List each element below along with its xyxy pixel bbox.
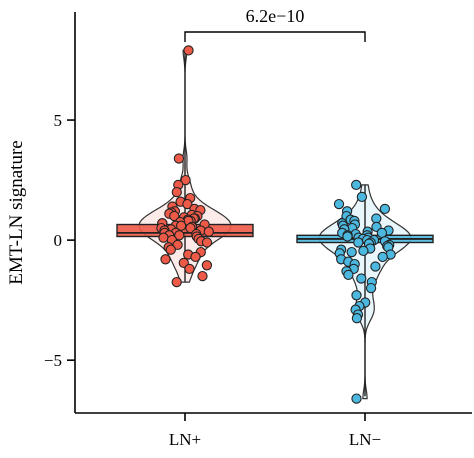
- x-tick-label: LN−: [349, 430, 381, 449]
- y-axis-title: EMT-LN signature: [6, 140, 27, 284]
- axis-ticks: −5 0 5 LN+ LN−: [44, 111, 381, 449]
- y-tick-label: 0: [54, 231, 63, 250]
- y-tick-label: −5: [44, 351, 62, 370]
- data-point: [377, 251, 388, 263]
- data-point: [184, 263, 195, 275]
- significance-bracket: 6.2e−10: [184, 6, 366, 42]
- data-point: [346, 246, 357, 258]
- data-point: [201, 237, 213, 248]
- data-point: [171, 276, 182, 288]
- data-point: [356, 273, 367, 284]
- data-point: [351, 393, 362, 404]
- bracket-line: [184, 31, 366, 42]
- data-point: [351, 290, 362, 301]
- p-value-label: 6.2e−10: [246, 6, 305, 26]
- data-point: [342, 231, 353, 242]
- data-point: [173, 153, 185, 164]
- data-point: [197, 270, 208, 282]
- data-point: [158, 232, 169, 243]
- data-point: [371, 213, 382, 224]
- data-point: [190, 251, 201, 263]
- data-point: [160, 254, 171, 265]
- data-point: [343, 269, 354, 281]
- data-point: [365, 282, 377, 294]
- data-point: [201, 260, 213, 271]
- data-point: [175, 220, 187, 231]
- data-point: [180, 174, 191, 186]
- plot-area: [116, 45, 434, 404]
- data-point: [174, 230, 185, 241]
- x-tick-label: LN+: [169, 430, 201, 449]
- data-point: [376, 227, 388, 239]
- data-point: [333, 198, 345, 210]
- data-point: [351, 313, 363, 324]
- data-point: [370, 261, 381, 272]
- data-point: [353, 237, 364, 248]
- data-point: [165, 244, 176, 255]
- data-point: [358, 245, 369, 257]
- data-point: [171, 186, 182, 198]
- series-ln-pos: [116, 45, 254, 288]
- data-point: [356, 191, 368, 203]
- data-point: [351, 179, 362, 191]
- series-ln-neg: [296, 179, 434, 404]
- y-tick-label: 5: [54, 111, 63, 130]
- data-point: [182, 198, 193, 210]
- data-point: [203, 226, 214, 237]
- data-point: [379, 203, 391, 215]
- data-point: [183, 45, 194, 56]
